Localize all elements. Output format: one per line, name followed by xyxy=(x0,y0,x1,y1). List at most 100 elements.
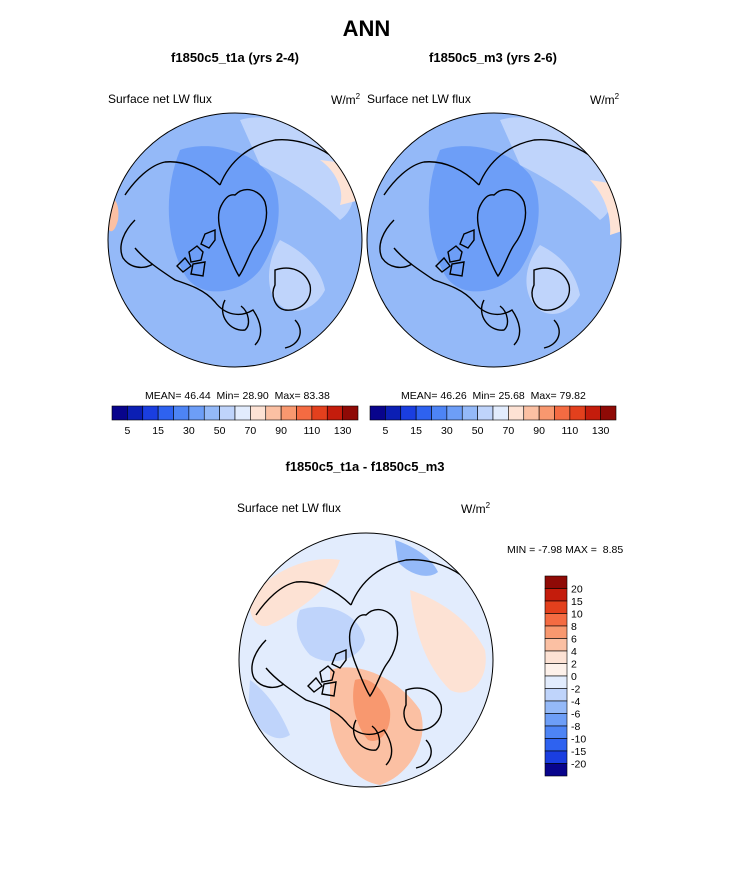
panel2-units-label: W/m2 xyxy=(590,92,619,107)
panel1-low-region xyxy=(168,146,279,292)
diff-colorbar-swatch-1 xyxy=(544,588,568,602)
panel2-colorbar-swatch-14 xyxy=(584,405,601,421)
diff-colorbar-swatch-0 xyxy=(544,575,568,589)
panel2-colorbar-tick-2: 30 xyxy=(441,425,453,437)
panel1-colorbar-swatch-6 xyxy=(203,405,220,421)
diff-colorbar-tick-9: -4 xyxy=(571,696,580,708)
diff-colorbar-tick-13: -15 xyxy=(571,746,586,758)
panel1-colorbar-swatch-5 xyxy=(188,405,205,421)
diff-colorbar-swatch-8 xyxy=(544,675,568,689)
panel3-units-label: W/m2 xyxy=(461,501,490,516)
panel2-colorbar-swatch-2 xyxy=(400,405,417,421)
panel2-colorbar-swatch-6 xyxy=(461,405,478,421)
panel1-colorbar-tick-1: 15 xyxy=(152,425,164,437)
panel1-colorbar-tick-3: 50 xyxy=(214,425,226,437)
panel2-colorbar-swatch-11 xyxy=(538,405,555,421)
panel1-colorbar-swatch-12 xyxy=(296,405,313,421)
panel2-colorbar-swatch-7 xyxy=(477,405,494,421)
panel2-europe-region xyxy=(526,245,580,314)
panel1-colorbar-tick-2: 30 xyxy=(183,425,195,437)
panel1-units-base: W/m xyxy=(331,93,356,107)
panel2-colorbar-tick-0: 5 xyxy=(382,425,388,437)
panel2-colorbar-swatch-15 xyxy=(600,405,617,421)
panel1-variable-label: Surface net LW flux xyxy=(108,92,212,106)
diff-colorbar-tick-4: 6 xyxy=(571,634,577,646)
panel2-mean-label: MEAN= xyxy=(401,390,438,402)
panel1-colorbar-swatch-10 xyxy=(265,405,282,421)
panel3-min-label: MIN = xyxy=(507,544,536,556)
panel2-colorbar-tick-1: 15 xyxy=(410,425,422,437)
panel2-colorbar-tick-7: 130 xyxy=(592,425,610,437)
panel1-colorbar-tick-5: 90 xyxy=(275,425,287,437)
panel1-colorbar-swatch-1 xyxy=(127,405,144,421)
panel1-europe-region xyxy=(268,240,325,311)
panel1-colorbar-swatch-14 xyxy=(326,405,343,421)
panel1-max-value: 83.38 xyxy=(303,390,330,402)
panel3-max-value: 8.85 xyxy=(602,544,624,556)
panel2-max-label: Max= xyxy=(530,390,557,402)
diff-colorbar-tick-14: -20 xyxy=(571,759,586,771)
diff-colorbar-swatch-6 xyxy=(544,650,568,664)
panel1-units-label: W/m2 xyxy=(331,92,360,107)
diff-colorbar-swatch-11 xyxy=(544,713,568,727)
diff-colorbar-swatch-4 xyxy=(544,625,568,639)
panel3-map-border xyxy=(238,532,494,788)
panel2-title: f1850c5_m3 (yrs 2-6) xyxy=(429,50,557,65)
panel1-mean-value: 46.44 xyxy=(184,390,211,402)
panel3-title: f1850c5_t1a - f1850c5_m3 xyxy=(285,459,445,474)
diff-colorbar-tick-1: 15 xyxy=(571,596,583,608)
diff-colorbar-swatch-10 xyxy=(544,700,568,714)
panel3-units-base: W/m xyxy=(461,502,486,516)
panel2-units-exp: 2 xyxy=(614,92,620,101)
panel1-title: f1850c5_t1a (yrs 2-4) xyxy=(171,50,299,65)
panel2-min-label: Min= xyxy=(472,390,496,402)
panel2-colorbar-tick-3: 50 xyxy=(472,425,484,437)
panel3-variable-label: Surface net LW flux xyxy=(237,501,341,515)
panel2-colorbar-tick-5: 90 xyxy=(533,425,545,437)
diff-colorbar-tick-11: -8 xyxy=(571,721,580,733)
panel2-colorbar-tick-6: 110 xyxy=(562,425,579,437)
diff-colorbar-swatch-12 xyxy=(544,725,568,739)
panel3-map xyxy=(239,533,493,787)
panel2-colorbar-swatch-0 xyxy=(369,405,386,421)
panel1-colorbar-swatch-13 xyxy=(311,405,328,421)
panel1-colorbar-swatch-4 xyxy=(173,405,190,421)
diff-colorbar-swatch-13 xyxy=(544,738,568,752)
panel3-stats: MIN = -7.98 MAX = 8.85 xyxy=(507,544,623,556)
panel3-strong-warm-region xyxy=(353,679,391,741)
panel2-colorbar-swatch-9 xyxy=(508,405,525,421)
panel1-colorbar-tick-7: 130 xyxy=(334,425,352,437)
panel1-colorbar: 5 15 30 50 70 90 110 130 xyxy=(111,405,359,437)
panel2-map xyxy=(367,113,621,367)
diff-colorbar-tick-12: -10 xyxy=(571,734,586,746)
diff-colorbar-tick-3: 8 xyxy=(571,621,577,633)
panel2-colorbar-swatch-1 xyxy=(385,405,402,421)
panel3-min-value: -7.98 xyxy=(538,544,563,556)
panel2-colorbar-swatch-3 xyxy=(415,405,432,421)
diff-colorbar-tick-6: 2 xyxy=(571,659,577,671)
panel1-colorbar-tick-4: 70 xyxy=(245,425,257,437)
panel2-low-region xyxy=(428,146,539,292)
panel1-units-exp: 2 xyxy=(355,92,361,101)
diff-colorbar-tick-10: -6 xyxy=(571,709,580,721)
panel2-variable-label: Surface net LW flux xyxy=(367,92,471,106)
panel1-colorbar-swatch-7 xyxy=(219,405,236,421)
panel3-cool-region-west xyxy=(248,680,290,739)
diff-colorbar-swatch-5 xyxy=(544,638,568,652)
panel1-map-border xyxy=(107,112,363,368)
diff-colorbar-swatch-9 xyxy=(544,688,568,702)
diff-colorbar-swatch-3 xyxy=(544,613,568,627)
panel2-colorbar-swatch-10 xyxy=(523,405,540,421)
panel2-mean-value: 46.26 xyxy=(440,390,467,402)
panel1-max-label: Max= xyxy=(274,390,301,402)
panel1-colorbar-swatch-11 xyxy=(280,405,297,421)
panel3-warm-region-east xyxy=(410,590,486,693)
panel2-colorbar-swatch-8 xyxy=(492,405,509,421)
panel1-min-label: Min= xyxy=(216,390,240,402)
panel2-min-value: 25.68 xyxy=(498,390,525,402)
diff-colorbar-tick-2: 10 xyxy=(571,609,583,621)
panel1-colorbar-swatch-9 xyxy=(250,405,267,421)
panel3-cool-region-center xyxy=(296,606,365,662)
